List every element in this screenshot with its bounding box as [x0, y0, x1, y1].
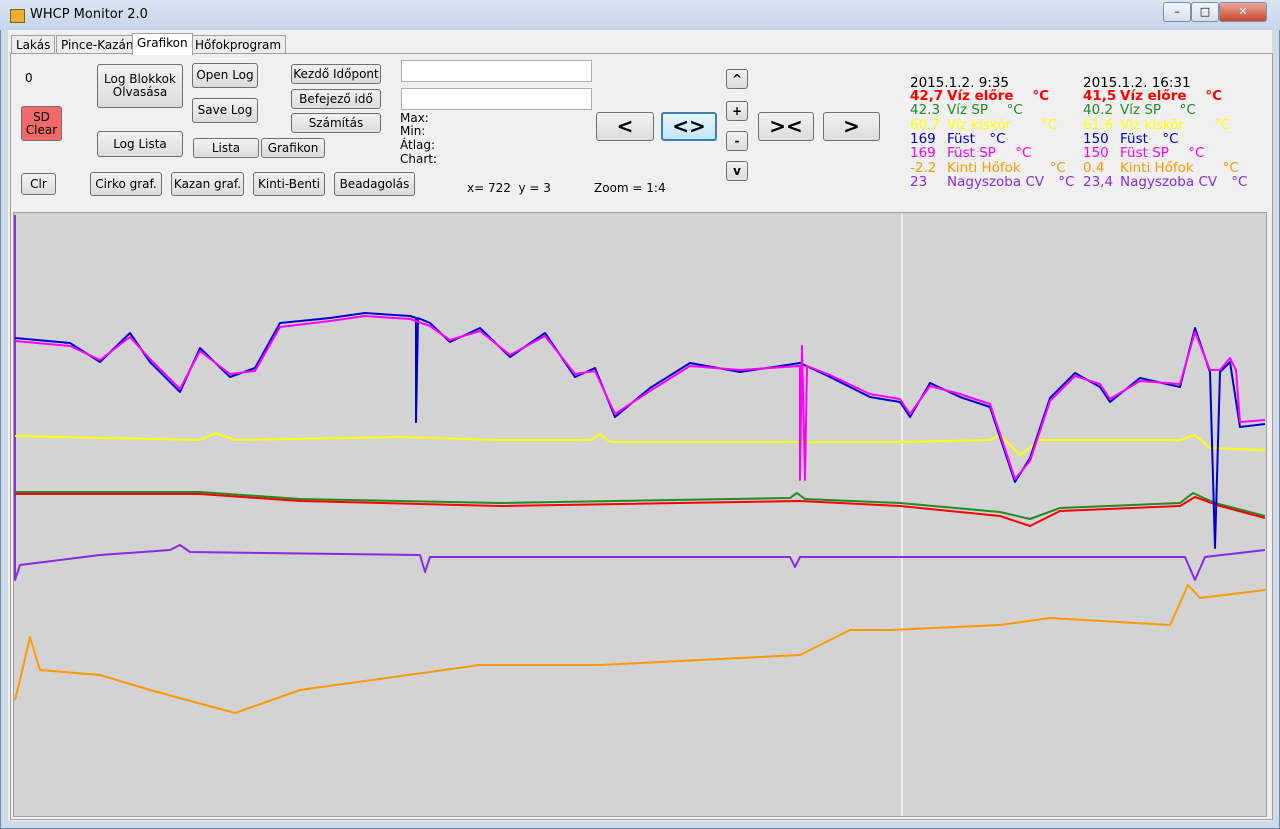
graph — [14, 213, 1266, 816]
legend-unit: °C — [1222, 159, 1239, 176]
legend-value: 169 — [910, 130, 936, 147]
maximize-button[interactable]: □ — [1191, 2, 1219, 22]
legend-name: Víz kiskör — [1120, 116, 1185, 133]
tab[interactable]: Pince-Kazán — [56, 35, 139, 54]
tab-selected[interactable]: Grafikon — [132, 33, 193, 55]
graph-area — [13, 212, 1267, 817]
legend-name: Nagyszoba CV — [947, 173, 1045, 190]
window-title: WHCP Monitor 2.0 — [30, 7, 148, 22]
tab[interactable]: Lakás — [11, 35, 56, 54]
legend-unit: °C — [1006, 102, 1023, 119]
legend-unit: °C — [1231, 173, 1248, 190]
beadagolas-button[interactable]: Beadagolás — [334, 172, 415, 196]
nagyszoba-trace — [14, 215, 1266, 581]
minimize-button[interactable]: – — [1163, 2, 1191, 22]
tab[interactable]: Hőfokprogram — [190, 35, 287, 54]
viz-sp-trace — [15, 491, 1266, 520]
legend-unit: °C — [1058, 173, 1075, 190]
vnav-button[interactable]: ^ — [726, 69, 748, 89]
legend-time: 2015.1.2. 16:31 — [1083, 75, 1191, 91]
log-lista-button[interactable]: Log Lista — [97, 131, 183, 157]
fust-sp-trace — [14, 315, 1266, 481]
legend-unit: °C — [1188, 145, 1205, 162]
fust-trace — [14, 312, 1266, 549]
kinti-benti-button[interactable]: Kinti-Benti — [253, 172, 325, 196]
nav-button[interactable]: < — [596, 112, 654, 141]
sd-clear-button[interactable]: SD Clear — [21, 106, 62, 141]
legend-time: 2015.1.2. 9:35 — [910, 75, 1010, 91]
vnav-button[interactable]: v — [726, 161, 748, 181]
legend-name: Víz előre — [947, 88, 1014, 104]
legend-value: 150 — [1083, 145, 1109, 162]
legend-unit: °C — [1015, 145, 1032, 162]
viz-kiskor-trace — [14, 432, 1266, 456]
legend-value: -2.2 — [910, 159, 937, 176]
legend-unit: °C — [1049, 159, 1066, 176]
legend-name: Nagyszoba CV — [1120, 173, 1218, 190]
clr-button[interactable]: Clr — [21, 173, 56, 195]
szamitas-button[interactable]: Számítás — [291, 113, 381, 133]
legend-name: Füst — [947, 130, 975, 147]
kazan-button[interactable]: Kazan graf. — [171, 172, 244, 196]
open-log-button[interactable]: Open Log — [192, 63, 258, 88]
legend-name: Füst SP — [1120, 145, 1169, 162]
vnav-button[interactable]: - — [726, 131, 748, 151]
legend-unit: °C — [1179, 102, 1196, 119]
legend-unit: °C — [1032, 88, 1050, 104]
legend-name: Füst — [1120, 130, 1148, 147]
nav-button[interactable]: >< — [758, 112, 814, 141]
log-blokkok-button[interactable]: Log Blokkok Olvasása — [97, 64, 183, 108]
nav-button[interactable]: <> — [661, 112, 717, 141]
legend-value: 42.3 — [910, 102, 941, 119]
legend-name: Víz SP — [947, 102, 989, 119]
save-log-button[interactable]: Save Log — [192, 98, 258, 123]
legend-value: 23 — [910, 173, 928, 190]
legend-name: Füst SP — [947, 145, 996, 162]
legend-unit: °C — [1162, 130, 1179, 147]
legend-name: Víz SP — [1120, 102, 1162, 119]
legend-name: Kinti Hőfok — [1120, 159, 1194, 176]
kezdo-button[interactable]: Kezdő Időpont — [291, 64, 381, 84]
stat-label: Max: — [400, 111, 429, 125]
stat-label: Chart: — [400, 152, 438, 166]
kinti-trace — [14, 584, 1266, 714]
legend-name: Kinti Hőfok — [947, 159, 1021, 176]
legend-value: 169 — [910, 145, 936, 162]
legend-name: Víz előre — [1120, 88, 1187, 104]
legend-value: 41,5 — [1083, 88, 1117, 104]
grafikon-button[interactable]: Grafikon — [261, 138, 325, 158]
vnav-button[interactable]: + — [726, 101, 748, 121]
start-time-input[interactable] — [401, 60, 592, 82]
lista-button[interactable]: Lista — [193, 138, 259, 158]
legend-unit: °C — [1205, 88, 1223, 104]
nav-button[interactable]: > — [823, 112, 880, 141]
legend-value: 40.2 — [1083, 102, 1114, 119]
legend-value: 42,7 — [910, 88, 944, 104]
viz-elore-trace — [15, 493, 1266, 527]
befejezo-button[interactable]: Befejező idő — [291, 89, 381, 109]
title-bar: WHCP Monitor 2.0 – □ ✕ — [0, 0, 1280, 30]
legend-value: 60.7 — [910, 116, 941, 133]
end-time-input[interactable] — [401, 88, 592, 110]
legend-unit: °C — [1214, 116, 1231, 133]
close-button[interactable]: ✕ — [1219, 2, 1267, 22]
stat-label: Min: — [400, 124, 426, 138]
legend-value: 150 — [1083, 130, 1109, 147]
legend-value: 61.6 — [1083, 116, 1114, 133]
counter-label: 0 — [25, 71, 33, 85]
cursor-label: x= 722 y = 3 — [467, 181, 551, 195]
zoom-label: Zoom = 1:4 — [594, 181, 666, 195]
legend-value: 23,4 — [1083, 173, 1114, 190]
legend-unit: °C — [989, 130, 1006, 147]
cirko-button[interactable]: Cirko graf. — [90, 172, 162, 196]
legend-unit: °C — [1041, 116, 1058, 133]
stat-label: Átlag: — [400, 138, 436, 152]
app-icon — [10, 9, 25, 23]
legend-name: Víz kiskör — [947, 116, 1012, 133]
legend-value: 0.4 — [1083, 159, 1105, 176]
